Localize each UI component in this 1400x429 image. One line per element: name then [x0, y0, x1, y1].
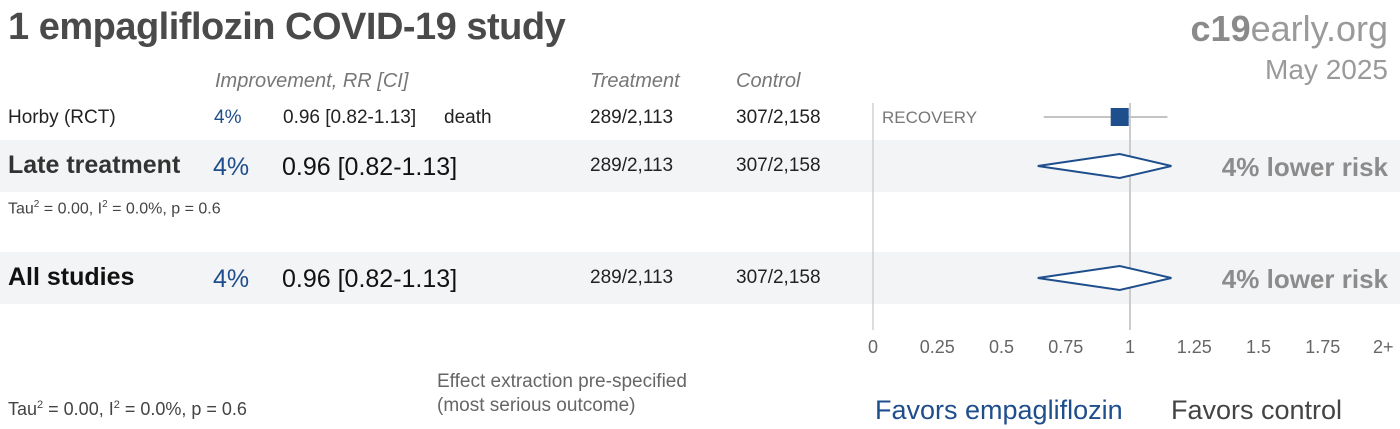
favors-control-label: Favors control — [1171, 395, 1343, 425]
x-tick-label: 0.75 — [1048, 337, 1083, 357]
x-tick-label: 1 — [1125, 337, 1135, 357]
summary-diamond — [1037, 152, 1172, 180]
x-tick-label: 0 — [868, 337, 878, 357]
point-estimate-square — [1110, 108, 1129, 126]
x-tick-label: 1.75 — [1305, 337, 1340, 357]
page-title: 1 empagliflozin COVID-19 study — [8, 6, 566, 48]
brand-logo: c19early.org — [1191, 8, 1388, 50]
late-tau-sup: 2 — [33, 199, 40, 210]
x-tick-label: 1.5 — [1246, 337, 1271, 357]
study-outcome: death — [444, 107, 492, 128]
footer-i2-sup: 2 — [113, 399, 120, 411]
all-risk-label: 4% lower risk — [1221, 264, 1388, 294]
late-tau-rest: = 0.00, I — [39, 200, 103, 218]
late-heterogeneity: Tau2 = 0.00, I2 = 0.0%, p = 0.6 — [8, 199, 221, 218]
favors-treatment-label: Favors empagliflozin — [875, 395, 1123, 425]
late-tau-prefix: Tau — [8, 200, 34, 218]
study-rr: 0.96 [0.82-1.13] — [283, 107, 417, 128]
all-label: All studies — [8, 263, 135, 291]
all-rr: 0.96 [0.82-1.13] — [282, 265, 458, 293]
x-tick-label: 0.5 — [989, 337, 1014, 357]
date-label: May 2025 — [1265, 54, 1388, 85]
x-tick-label: 2+ — [1373, 337, 1394, 357]
footer-tau-rest: = 0.00, I — [43, 399, 114, 419]
all-treatment-count: 289/2,113 — [590, 267, 674, 288]
x-tick-label: 0.25 — [920, 337, 955, 357]
study-trial-name: RECOVERY — [882, 108, 978, 127]
header-improvement: Improvement, RR [CI] — [215, 70, 409, 92]
study-control: 307/2,158 — [736, 107, 821, 128]
study-improvement: 4% — [214, 107, 242, 128]
footer-note: Effect extraction pre-specified (most se… — [437, 370, 687, 418]
footer-heterogeneity: Tau2 = 0.00, I2 = 0.0%, p = 0.6 — [8, 399, 247, 420]
brand-bold: c19 — [1190, 8, 1251, 49]
header-control: Control — [736, 70, 801, 92]
late-rr: 0.96 [0.82-1.13] — [282, 153, 458, 181]
brand-rest: early.org — [1250, 8, 1388, 49]
late-label: Late treatment — [8, 151, 181, 179]
summary-diamond — [1037, 264, 1172, 292]
late-treatment-count: 289/2,113 — [590, 155, 674, 176]
late-control-count: 307/2,158 — [736, 155, 821, 176]
late-risk-label: 4% lower risk — [1221, 152, 1388, 182]
late-i2-sup: 2 — [102, 199, 108, 210]
late-improvement: 4% — [213, 153, 250, 181]
footer-i2-rest: = 0.0%, p = 0.6 — [119, 399, 247, 419]
footer-note-line1: Effect extraction pre-specified — [437, 371, 687, 392]
study-name: Horby (RCT) — [8, 107, 116, 128]
all-control-count: 307/2,158 — [736, 267, 821, 288]
footer-note-line2: (most serious outcome) — [437, 395, 636, 416]
late-i2-rest: = 0.0%, p = 0.6 — [107, 200, 221, 218]
header-treatment: Treatment — [590, 70, 680, 92]
footer-tau-sup: 2 — [37, 399, 44, 411]
x-tick-label: 1.25 — [1177, 337, 1212, 357]
study-treatment: 289/2,113 — [590, 107, 674, 128]
all-improvement: 4% — [213, 265, 250, 293]
footer-tau-prefix: Tau — [8, 399, 38, 419]
